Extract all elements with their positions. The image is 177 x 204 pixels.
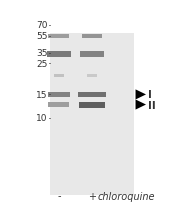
Text: +: + [88, 191, 96, 201]
FancyBboxPatch shape [87, 74, 97, 77]
Text: 55: 55 [36, 32, 48, 41]
Text: chloroquine: chloroquine [97, 191, 155, 201]
Text: 25: 25 [36, 59, 48, 68]
FancyBboxPatch shape [48, 34, 69, 39]
FancyBboxPatch shape [54, 74, 64, 77]
Text: 35: 35 [36, 49, 48, 58]
FancyBboxPatch shape [78, 93, 106, 97]
Text: -: - [57, 191, 61, 201]
FancyBboxPatch shape [79, 102, 105, 108]
Text: 15: 15 [36, 91, 48, 99]
Polygon shape [136, 90, 146, 100]
FancyBboxPatch shape [48, 103, 69, 107]
FancyBboxPatch shape [82, 34, 102, 39]
Text: 10: 10 [36, 114, 48, 123]
FancyBboxPatch shape [48, 93, 70, 97]
Polygon shape [136, 100, 146, 110]
Text: 70: 70 [36, 21, 48, 30]
FancyBboxPatch shape [80, 52, 104, 58]
Text: I: I [148, 90, 152, 100]
Text: II: II [148, 100, 155, 110]
FancyBboxPatch shape [47, 52, 71, 58]
FancyBboxPatch shape [50, 34, 134, 195]
